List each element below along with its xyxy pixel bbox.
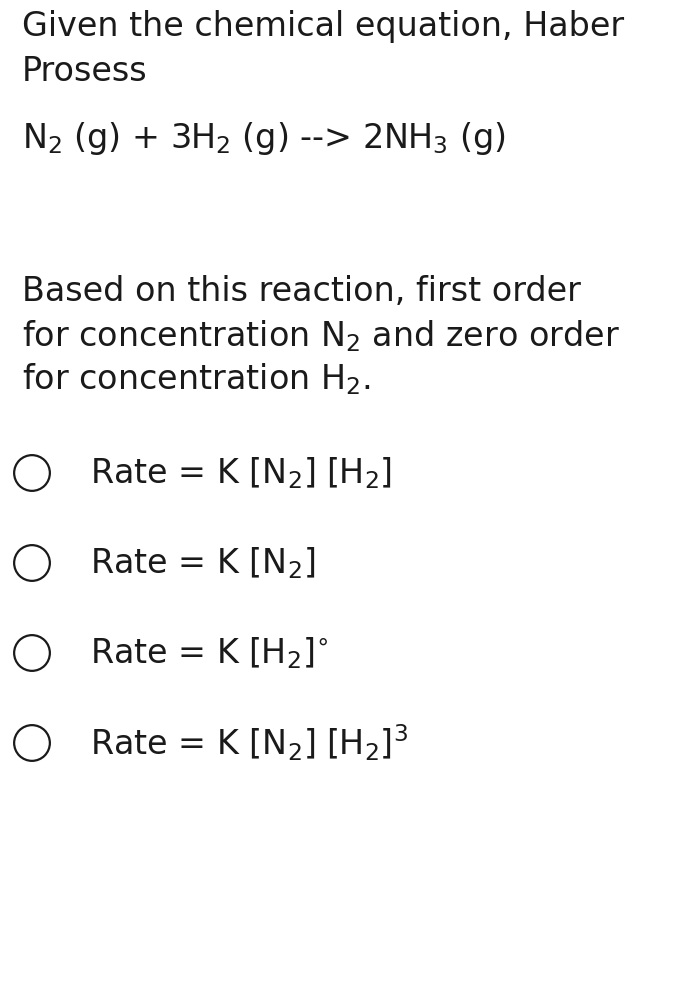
Text: Rate = K [N$_2$] [H$_2$]$^3$: Rate = K [N$_2$] [H$_2$]$^3$ — [90, 723, 408, 763]
Text: Prosess: Prosess — [22, 55, 148, 88]
Text: Given the chemical equation, Haber: Given the chemical equation, Haber — [22, 10, 624, 43]
Text: for concentration H$_2$.: for concentration H$_2$. — [22, 361, 370, 397]
Text: Rate = K [N$_2$]: Rate = K [N$_2$] — [90, 546, 315, 581]
Text: N$_2$ (g) + 3H$_2$ (g) --> 2NH$_3$ (g): N$_2$ (g) + 3H$_2$ (g) --> 2NH$_3$ (g) — [22, 120, 505, 157]
Text: Rate = K [H$_2$]$^{\circ}$: Rate = K [H$_2$]$^{\circ}$ — [90, 635, 328, 671]
Text: Rate = K [N$_2$] [H$_2$]: Rate = K [N$_2$] [H$_2$] — [90, 455, 392, 491]
Text: Based on this reaction, first order: Based on this reaction, first order — [22, 275, 581, 308]
Text: for concentration N$_2$ and zero order: for concentration N$_2$ and zero order — [22, 318, 620, 354]
